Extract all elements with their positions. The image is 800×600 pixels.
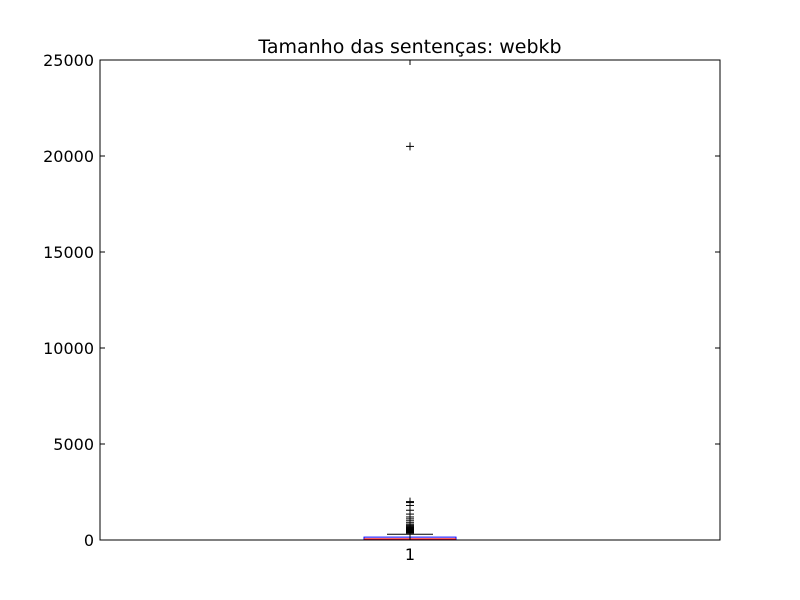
x-tick-label: 1 <box>405 545 415 564</box>
outlier-point <box>406 142 414 151</box>
axes-group: 0 5000 10000 15000 20000 25000 1 <box>43 51 720 564</box>
y-tick-label: 10000 <box>43 339 94 358</box>
plot-marks <box>363 142 457 541</box>
y-tick-label: 25000 <box>43 51 94 70</box>
chart-title: Tamanho das sentenças: webkb <box>257 36 561 58</box>
outlier-point <box>406 497 414 506</box>
y-tick-label: 5000 <box>53 435 94 454</box>
y-tick-label: 15000 <box>43 243 94 262</box>
plot-frame <box>99 59 721 541</box>
y-tick-label: 20000 <box>43 147 94 166</box>
y-tick-label: 0 <box>84 531 94 550</box>
